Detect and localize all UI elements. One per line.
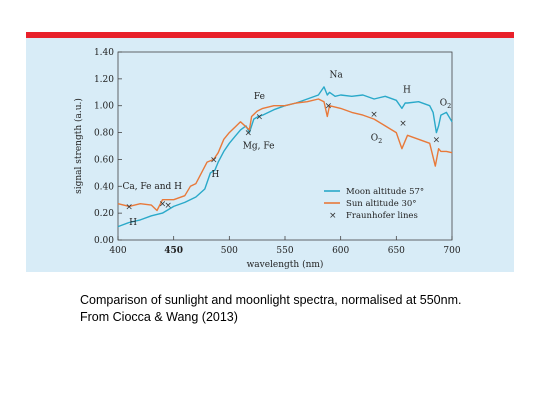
annotation-label: H [212,170,220,180]
annotation-label: H [129,218,137,228]
fraunhofer-mark: × [125,202,133,212]
top-accent-bar [26,32,514,38]
legend-label: Sun altitude 30° [346,199,417,209]
subscript: 2 [378,137,382,145]
annotation-label: Ca, Fe and H [122,182,182,192]
annotation-label: O2 [371,134,383,146]
y-tick-label: 0.20 [94,209,114,219]
legend-label: Moon altitude 57° [346,187,424,197]
annotation-label: Mg, Fe [243,142,275,152]
y-tick-label: 0.80 [94,129,114,139]
x-tick-label: 650 [388,246,405,256]
fraunhofer-mark: × [159,200,167,210]
fraunhofer-mark: × [256,112,264,122]
spectrum-chart: 400 450 500 550 600 650 700 0.00 0.20 0.40 0.60 0.8… [73,48,461,270]
x-tick-label: 450 [164,246,183,256]
fraunhofer-mark: × [370,110,378,120]
y-axis-label: signal strength (a.u.) [73,98,84,194]
annotation-label: H [403,85,411,95]
annotation-label: Fe [254,92,265,102]
caption-line-2: From Ciocca & Wang (2013) [80,310,238,324]
y-tick-label: 0.00 [94,236,114,246]
y-tick-label: 1.20 [94,75,114,85]
x-tick-label: 700 [443,246,460,256]
subscript: 2 [447,102,451,110]
legend-label: Fraunhofer lines [346,211,418,221]
legend-marker: × [329,211,337,221]
annotation-label: O2 [440,99,452,111]
x-tick-label: 550 [276,246,293,256]
chart-legend: Moon altitude 57° Sun altitude 30° × Fraunh… [324,187,424,221]
x-tick-label: 500 [221,246,238,256]
x-tick-label: 400 [109,246,126,256]
chart-annotations: H Ca, Fe and H H Mg, Fe Fe Na H O2 O2 [122,71,451,229]
fraunhofer-mark: × [210,155,218,165]
y-tick-label: 0.40 [94,182,114,192]
chart-axes: 400 450 500 550 600 650 700 0.00 0.20 0.40 0.60 0.8… [73,48,461,270]
fraunhofer-mark: × [433,135,441,145]
y-tick-label: 1.40 [94,48,114,58]
y-tick-label: 1.00 [94,102,114,112]
caption-line-1: Comparison of sunlight and moonlight spe… [80,293,462,307]
annotation-label: Na [330,71,344,81]
x-tick-label: 600 [332,246,349,256]
fraunhofer-mark: × [399,119,407,129]
fraunhofer-mark: × [244,129,252,139]
fraunhofer-mark: × [164,201,172,211]
fraunhofer-marks: × ××××××××× [125,102,440,213]
y-tick-label: 0.60 [94,155,114,165]
fraunhofer-mark: × [325,102,333,112]
figure-caption: Comparison of sunlight and moonlight spe… [80,292,520,326]
chart-series [117,86,453,228]
sun-series-line [117,98,453,212]
x-axis-label: wavelength (nm) [247,259,324,270]
